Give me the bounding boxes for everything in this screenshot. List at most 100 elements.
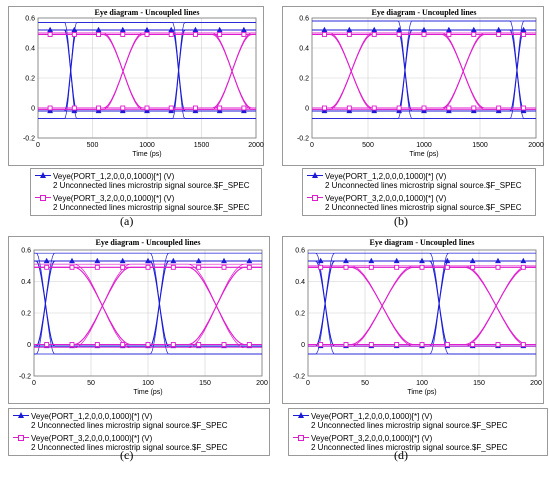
data-point-marker bbox=[120, 32, 126, 37]
data-point-marker bbox=[145, 342, 151, 347]
data-point-marker bbox=[119, 26, 126, 33]
data-point-marker bbox=[495, 107, 502, 114]
data-point-marker bbox=[346, 32, 352, 37]
data-point-marker bbox=[144, 105, 150, 111]
legend-entry-port3-d: Veye(PORT_3,2,0,0,0,1000)[*] (V) 2 Uncon… bbox=[293, 434, 508, 452]
data-point-marker bbox=[69, 257, 75, 264]
data-point-marker bbox=[495, 26, 502, 33]
data-point-marker bbox=[119, 107, 126, 114]
legend-series-source: 2 Unconnected lines microstrip signal so… bbox=[311, 443, 508, 452]
y-tick-label: 0 bbox=[305, 106, 309, 113]
data-point-marker bbox=[371, 107, 378, 114]
series-trace bbox=[34, 263, 262, 349]
series-trace bbox=[308, 252, 536, 355]
data-point-marker bbox=[144, 107, 150, 114]
data-point-marker bbox=[318, 342, 324, 347]
data-point-marker bbox=[94, 264, 100, 270]
data-point-marker bbox=[192, 105, 198, 111]
data-point-marker bbox=[47, 32, 53, 37]
data-point-marker bbox=[196, 342, 202, 347]
data-point-marker bbox=[368, 257, 375, 264]
data-point-marker bbox=[471, 32, 477, 37]
data-point-marker bbox=[119, 257, 126, 264]
data-point-marker bbox=[470, 26, 477, 33]
data-point-marker bbox=[192, 26, 199, 33]
data-point-marker bbox=[240, 26, 247, 33]
data-point-marker bbox=[470, 264, 476, 270]
series-trace bbox=[308, 252, 536, 355]
data-point-marker bbox=[145, 257, 151, 264]
data-point-marker bbox=[521, 105, 527, 111]
chart-title: Eye diagram - Uncoupled lines bbox=[95, 8, 200, 17]
data-point-marker bbox=[521, 32, 527, 37]
data-point-marker bbox=[470, 342, 476, 347]
y-tick-label: 0.2 bbox=[21, 311, 31, 318]
eye-diagram-chart-c: Eye diagram - Uncoupled lines-0.200.20.4… bbox=[8, 236, 270, 404]
data-point-marker bbox=[44, 264, 50, 270]
traces bbox=[308, 252, 536, 355]
data-point-marker bbox=[246, 264, 252, 270]
data-point-marker bbox=[44, 342, 50, 347]
x-tick-label: 2000 bbox=[248, 142, 264, 149]
y-tick-label: 0.6 bbox=[25, 16, 35, 23]
triangle-marker-icon bbox=[307, 172, 323, 180]
data-point-marker bbox=[145, 264, 151, 270]
data-point-marker bbox=[216, 107, 223, 114]
data-point-marker bbox=[96, 32, 102, 37]
data-point-marker bbox=[216, 26, 223, 33]
data-point-marker bbox=[396, 26, 403, 33]
y-tick-label: 0 bbox=[301, 342, 305, 349]
x-tick-label: 1000 bbox=[139, 142, 155, 149]
data-point-marker bbox=[421, 26, 427, 33]
data-point-marker bbox=[241, 105, 247, 111]
caption-b: (b) bbox=[394, 214, 408, 228]
legend-series-name: Veye(PORT_1,2,0,0,0,1000)[*] (V) bbox=[325, 172, 447, 181]
data-point-marker bbox=[318, 264, 324, 270]
data-point-marker bbox=[444, 342, 450, 347]
plot-area bbox=[37, 17, 257, 139]
legend-d: Veye(PORT_1,2,0,0,0,1000)[*] (V) 2 Uncon… bbox=[288, 408, 548, 456]
y-tick-label: 0 bbox=[31, 106, 35, 113]
y-tick-label: -0.2 bbox=[19, 374, 31, 381]
data-point-marker bbox=[321, 107, 328, 114]
square-marker-icon bbox=[307, 194, 323, 202]
legend-entry-port3-c: Veye(PORT_3,2,0,0,0,1000)[*] (V) 2 Uncon… bbox=[13, 434, 228, 452]
data-point-marker bbox=[421, 107, 427, 114]
data-point-marker bbox=[495, 257, 501, 264]
x-axis-label: Time (ps) bbox=[407, 389, 436, 396]
x-tick-label: 150 bbox=[199, 380, 211, 387]
series-trace bbox=[34, 252, 262, 355]
data-point-marker bbox=[396, 105, 402, 111]
data-point-marker bbox=[221, 342, 227, 347]
data-point-marker bbox=[47, 105, 53, 111]
data-point-marker bbox=[168, 105, 174, 111]
data-point-marker bbox=[446, 105, 452, 111]
x-axis-label: Time (ps) bbox=[409, 151, 438, 158]
data-point-marker bbox=[144, 26, 150, 33]
data-point-marker bbox=[343, 257, 349, 264]
caption-c: (c) bbox=[120, 448, 134, 462]
traces bbox=[38, 22, 256, 119]
data-point-marker bbox=[343, 264, 349, 270]
data-point-marker bbox=[71, 26, 78, 33]
legend-entry-port1-c: Veye(PORT_1,2,0,0,0,1000)[*] (V) 2 Uncon… bbox=[13, 412, 228, 430]
data-point-marker bbox=[71, 105, 77, 111]
data-point-marker bbox=[317, 257, 324, 264]
legend-entry-port1-d: Veye(PORT_1,2,0,0,0,1000)[*] (V) 2 Uncon… bbox=[293, 412, 508, 430]
eye-diagram-chart-d: Eye diagram - Uncoupled lines-0.200.20.4… bbox=[282, 236, 544, 404]
legend-series-source: 2 Unconnected lines microstrip signal so… bbox=[53, 181, 250, 190]
data-point-marker bbox=[346, 105, 352, 111]
legend-series-source: 2 Unconnected lines microstrip signal so… bbox=[31, 443, 228, 452]
data-point-marker bbox=[445, 107, 452, 114]
legend-series-source: 2 Unconnected lines microstrip signal so… bbox=[53, 203, 250, 212]
chart-title: Eye diagram - Uncoupled lines bbox=[370, 238, 475, 247]
data-point-marker bbox=[321, 26, 328, 33]
legend-entry-port1-b: Veye(PORT_1,2,0,0,0,1000)[*] (V) 2 Uncon… bbox=[307, 172, 522, 190]
x-tick-label: 2000 bbox=[528, 142, 544, 149]
y-tick-label: -0.2 bbox=[293, 374, 305, 381]
data-point-marker bbox=[520, 26, 527, 33]
data-point-marker bbox=[469, 257, 476, 264]
series-trace bbox=[312, 20, 536, 119]
data-point-marker bbox=[217, 105, 223, 111]
data-point-marker bbox=[246, 342, 252, 347]
